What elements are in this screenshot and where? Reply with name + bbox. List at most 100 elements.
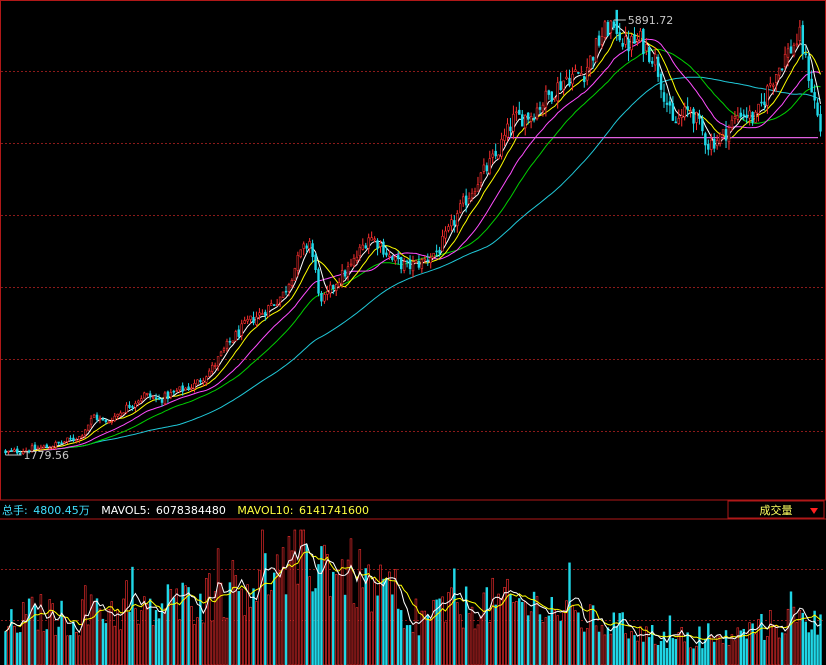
candle-body xyxy=(447,226,450,231)
candle-body xyxy=(417,261,421,268)
volume-bar xyxy=(54,634,57,665)
volume-bar xyxy=(261,529,264,665)
volume-bar xyxy=(789,591,793,665)
candle-body xyxy=(612,21,616,28)
candle-body xyxy=(795,43,799,46)
volume-bar xyxy=(745,638,748,665)
volume-bar xyxy=(586,628,589,665)
volume-bar xyxy=(4,631,7,665)
candle xyxy=(597,30,601,48)
candle xyxy=(476,176,480,192)
candle xyxy=(267,304,270,318)
candle xyxy=(272,304,276,306)
candle-body xyxy=(154,397,158,400)
candle xyxy=(639,27,642,43)
indicator-button-box[interactable] xyxy=(727,500,825,519)
candle-body xyxy=(532,117,536,121)
candle-body xyxy=(402,261,406,271)
volume-bar xyxy=(591,605,595,665)
volume-bar xyxy=(24,614,28,665)
volume-bar xyxy=(456,602,459,665)
volume-bar xyxy=(769,610,772,665)
candle xyxy=(302,241,305,256)
candle xyxy=(320,290,323,307)
volume-bar xyxy=(122,598,125,665)
candle xyxy=(562,80,565,96)
volume-bar xyxy=(518,598,521,665)
volume-bar xyxy=(33,604,37,665)
candle-body xyxy=(16,448,19,454)
volume-bar xyxy=(609,633,613,665)
candle xyxy=(63,441,66,444)
volume-bar xyxy=(532,591,536,665)
candle xyxy=(16,445,19,455)
candle-body xyxy=(712,138,716,149)
candle-body xyxy=(615,9,618,34)
candle xyxy=(518,101,521,115)
indicator-selector-button[interactable]: 成交量 xyxy=(727,500,825,519)
candle xyxy=(293,267,297,281)
volume-bar xyxy=(751,623,754,665)
volume-bar xyxy=(544,617,548,665)
volume-bar xyxy=(467,613,471,665)
volume-bar xyxy=(272,572,276,665)
candle-body xyxy=(656,56,660,77)
candle-body xyxy=(119,412,122,416)
indicator-button-label[interactable]: 成交量 xyxy=(760,503,793,517)
candle xyxy=(240,319,243,341)
candle-body xyxy=(72,437,75,441)
candle xyxy=(795,33,799,48)
volume-bar xyxy=(786,608,790,665)
candle xyxy=(710,133,713,156)
candle-body xyxy=(246,319,249,322)
candle xyxy=(131,404,134,411)
candle xyxy=(261,309,264,315)
volume-bar xyxy=(131,566,134,665)
candle xyxy=(482,158,486,175)
candle xyxy=(329,281,332,298)
candle xyxy=(591,56,595,69)
candle xyxy=(4,449,7,455)
volume-bar xyxy=(293,529,297,665)
volume-bar xyxy=(588,604,592,665)
candle-body xyxy=(13,449,16,452)
candle-body xyxy=(420,259,424,269)
candle xyxy=(45,443,49,448)
volume-bar xyxy=(677,632,680,665)
volume-bar xyxy=(249,606,252,665)
candle xyxy=(270,299,273,306)
volume-bar xyxy=(208,573,211,665)
candle xyxy=(450,214,453,232)
volume-bar xyxy=(302,529,305,665)
candle xyxy=(701,115,704,136)
chevron-down-icon[interactable] xyxy=(810,508,818,514)
candle xyxy=(278,296,282,307)
candle-body xyxy=(326,291,329,295)
candle-body xyxy=(33,444,37,450)
candle-body xyxy=(45,444,49,448)
candle-body xyxy=(172,390,176,393)
candle xyxy=(21,448,25,455)
candle xyxy=(81,434,84,441)
candle-body xyxy=(373,238,376,241)
candle-body xyxy=(689,110,692,113)
volume-bar xyxy=(497,593,500,665)
volume-bar xyxy=(526,615,530,665)
volume-bar xyxy=(388,571,391,665)
candle-body xyxy=(580,73,583,76)
candle xyxy=(686,97,689,118)
candle-body xyxy=(526,112,530,120)
volume-bar xyxy=(287,536,291,665)
volume-bar xyxy=(491,577,494,665)
candle xyxy=(494,143,497,160)
candle xyxy=(816,99,819,118)
candle-body xyxy=(633,34,636,44)
volume-bar xyxy=(7,626,10,665)
ma-line-30 xyxy=(5,48,821,453)
candle xyxy=(689,106,692,118)
candle xyxy=(571,67,574,91)
candle xyxy=(107,421,111,424)
candle xyxy=(252,311,255,326)
candle-body xyxy=(742,114,745,117)
candle xyxy=(42,444,46,450)
